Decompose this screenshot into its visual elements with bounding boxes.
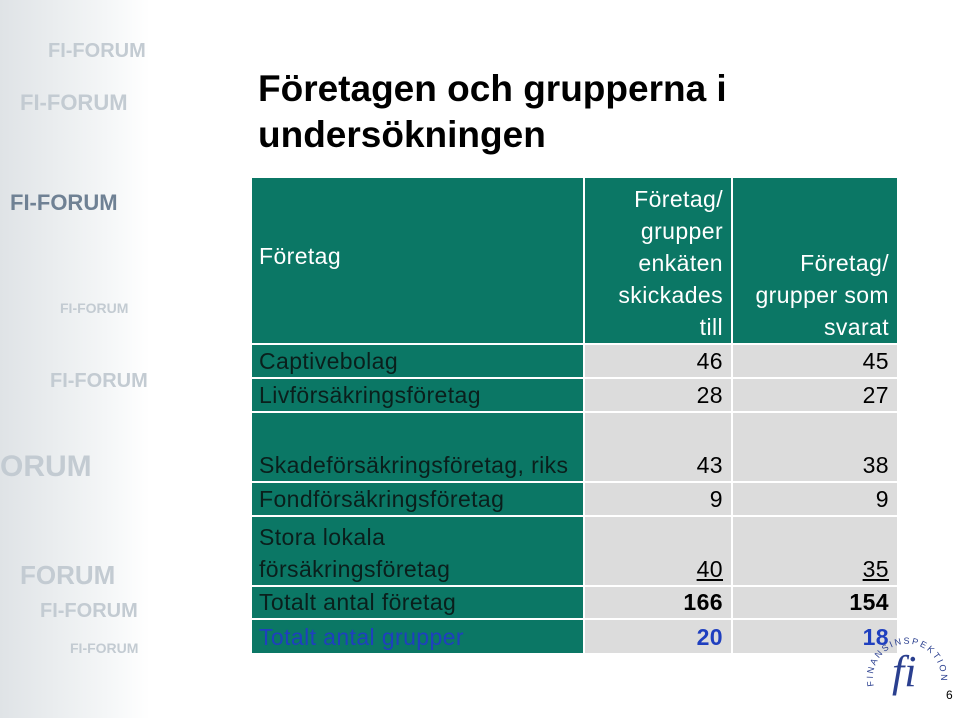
value-cell-text: 38 — [862, 452, 889, 478]
watermark: FI-FORUM — [48, 40, 146, 62]
table: Företag Företag/ grupper enkäten skickade… — [252, 178, 897, 653]
label-cell: Livförsäkringsföretag — [252, 379, 583, 411]
value-cell: 9 — [585, 483, 731, 515]
value-cell-text: 20 — [696, 624, 723, 650]
value-cell: 40 — [585, 517, 731, 585]
watermark: FI-FORUM — [40, 600, 138, 622]
sidebar: FI-FORUM FI-FORUM FI-FORUM FI-FORUM FI-FORUM… — [0, 0, 150, 718]
value-cell-text: 154 — [849, 589, 889, 615]
label-cell-text: Stora lokala försäkringsföretag — [259, 524, 451, 582]
label-cell: Fondförsäkringsföretag — [252, 483, 583, 515]
value-cell-text: 35 — [862, 556, 889, 582]
label-cell-text: Fondförsäkringsföretag — [259, 486, 505, 512]
value-cell: 38 — [733, 413, 897, 481]
value-cell: 45 — [733, 345, 897, 377]
label-cell: Stora lokala försäkringsföretag — [252, 517, 583, 585]
value-cell-text: 46 — [696, 348, 723, 374]
label-cell: Totalt antal företag — [252, 587, 583, 618]
value-cell-text: 166 — [683, 589, 723, 615]
watermark: FI-FORUM — [10, 190, 118, 215]
label-cell: Totalt antal grupper — [252, 620, 583, 653]
value-cell: 35 — [733, 517, 897, 585]
watermark: FORUM — [20, 560, 116, 590]
header-cell: Företag/ grupper enkäten skickades till — [585, 178, 731, 343]
value-cell-text: 18 — [862, 624, 889, 650]
label-cell-text: Skadeförsäkringsföretag, riks — [259, 452, 569, 478]
value-cell-text: 28 — [696, 382, 723, 408]
value-cell: 166 — [585, 587, 731, 618]
logo-mark: fi — [892, 647, 916, 696]
header-cell-text: Företag — [259, 242, 342, 269]
value-cell: 28 — [585, 379, 731, 411]
label-cell: Captivebolag — [252, 345, 583, 377]
header-cell: Företag — [252, 178, 583, 343]
page-number: 6 — [946, 688, 953, 702]
watermark: FI-FORUM — [20, 90, 128, 115]
title: Företagen och grupperna i undersökningen — [258, 68, 727, 155]
value-cell: 20 — [585, 620, 731, 653]
value-cell: 18 — [733, 620, 897, 653]
header-cell: Företag/ grupper som svarat — [733, 178, 897, 343]
label-cell: Skadeförsäkringsföretag, riks — [252, 413, 583, 481]
value-cell: 46 — [585, 345, 731, 377]
value-cell-text: 27 — [862, 382, 889, 408]
value-cell: 43 — [585, 413, 731, 481]
value-cell-text: 43 — [696, 452, 723, 478]
watermark: ORUM — [0, 450, 92, 483]
header-cell-text: Företag/ grupper som svarat — [755, 250, 889, 340]
label-cell-text: Totalt antal grupper — [259, 624, 464, 650]
label-cell-text: Captivebolag — [259, 348, 399, 374]
label-cell-text: Totalt antal företag — [259, 589, 457, 615]
watermark: FI-FORUM — [70, 640, 139, 656]
label-cell-text: Livförsäkringsföretag — [259, 382, 481, 408]
watermark: FI-FORUM — [50, 370, 148, 392]
value-cell-text: 45 — [862, 348, 889, 374]
value-cell-text: 9 — [875, 486, 889, 512]
value-cell-text: 9 — [709, 486, 723, 512]
watermark: FI-FORUM — [60, 300, 129, 316]
value-cell: 154 — [733, 587, 897, 618]
value-cell-text: 40 — [696, 556, 723, 582]
value-cell: 27 — [733, 379, 897, 411]
logo: FINANSINSPEKTIONEN fi — [862, 624, 947, 696]
header-cell-text: Företag/ grupper enkäten skickades till — [618, 186, 723, 340]
value-cell: 9 — [733, 483, 897, 515]
